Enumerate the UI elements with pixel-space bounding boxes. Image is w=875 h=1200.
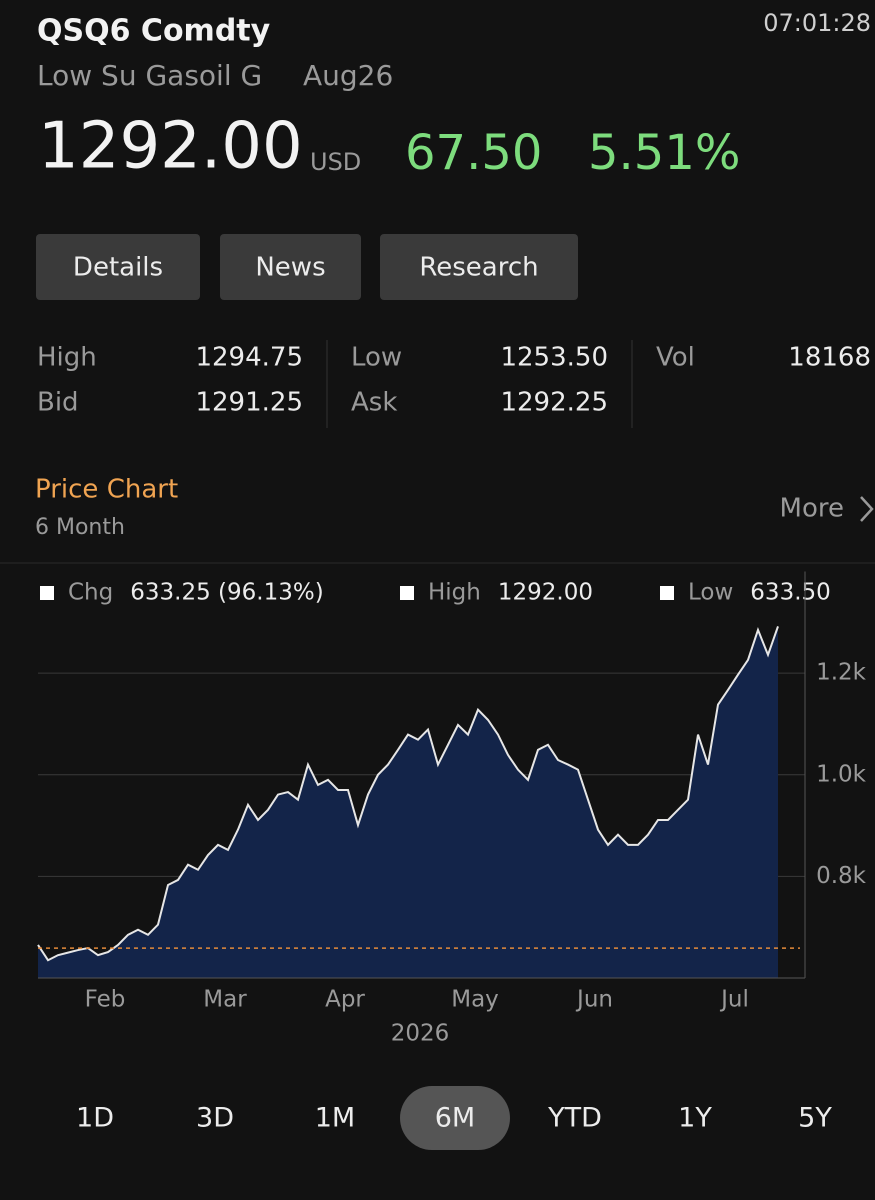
- y-tick-label: 1.2k: [816, 660, 867, 686]
- tab-button[interactable]: [220, 234, 361, 300]
- x-tick-label: Apr: [325, 987, 365, 1013]
- security-name: Low Su Gasoil G: [37, 59, 262, 92]
- stat-label: Vol: [656, 343, 695, 373]
- stat-value: 18168: [788, 343, 871, 373]
- range-button[interactable]: 6M: [435, 1103, 475, 1134]
- stat-label: High: [37, 343, 97, 373]
- stat-value: 1294.75: [195, 343, 303, 373]
- stat-value: 1291.25: [195, 388, 303, 418]
- legend-swatch: [400, 586, 414, 600]
- price: 1292.00: [38, 110, 303, 184]
- y-tick-label: 1.0k: [816, 761, 867, 787]
- range-active[interactable]: [400, 1086, 510, 1150]
- legend-value: 1292.00: [498, 580, 593, 606]
- legend-value: 633.25 (96.13%): [130, 580, 323, 606]
- change: 67.50: [405, 125, 542, 181]
- x-axis-label: 2026: [391, 1021, 450, 1047]
- y-tick-label: 0.8k: [816, 863, 867, 889]
- legend-swatch: [40, 586, 54, 600]
- x-tick-label: Feb: [85, 987, 126, 1013]
- x-tick-label: May: [451, 987, 499, 1013]
- legend-swatch: [660, 586, 674, 600]
- stat-value: 1292.25: [500, 388, 608, 418]
- area: [38, 626, 778, 978]
- chevron[interactable]: [860, 496, 874, 522]
- stat-value: 1253.50: [500, 343, 608, 373]
- tab-label[interactable]: Details: [73, 253, 163, 283]
- contract: Aug26: [303, 59, 393, 92]
- x-tick-label: Jun: [575, 987, 613, 1013]
- x-tick-label: Jul: [719, 987, 749, 1013]
- tab-label[interactable]: Research: [419, 253, 538, 283]
- range-button[interactable]: 1Y: [678, 1103, 712, 1134]
- currency: USD: [310, 148, 361, 176]
- tab-label[interactable]: News: [255, 253, 325, 283]
- range-button[interactable]: 5Y: [798, 1103, 832, 1134]
- section-title: Price Chart: [35, 475, 178, 505]
- change-pct: 5.51%: [588, 125, 740, 181]
- range-button[interactable]: 1M: [315, 1103, 355, 1134]
- legend-value: 633.50: [750, 580, 830, 606]
- legend-label: Chg: [68, 580, 113, 606]
- range-button[interactable]: 3D: [196, 1103, 234, 1134]
- x-tick-label: Mar: [203, 987, 247, 1013]
- time: 07:01:28: [763, 9, 871, 37]
- stat-label: Ask: [351, 388, 397, 418]
- price-line: [37, 626, 779, 962]
- range-button[interactable]: YTD: [547, 1103, 602, 1134]
- stat-label: Bid: [37, 388, 79, 418]
- stat-label: Low: [351, 343, 402, 373]
- tab-button[interactable]: [36, 234, 200, 300]
- tab-button[interactable]: [380, 234, 578, 300]
- legend-label: Low: [688, 580, 733, 606]
- more-link[interactable]: More: [780, 494, 844, 524]
- legend-label: High: [428, 580, 481, 606]
- ticker: QSQ6 Comdty: [37, 14, 271, 49]
- section-subtitle: 6 Month: [35, 515, 125, 540]
- range-button[interactable]: 1D: [76, 1103, 114, 1134]
